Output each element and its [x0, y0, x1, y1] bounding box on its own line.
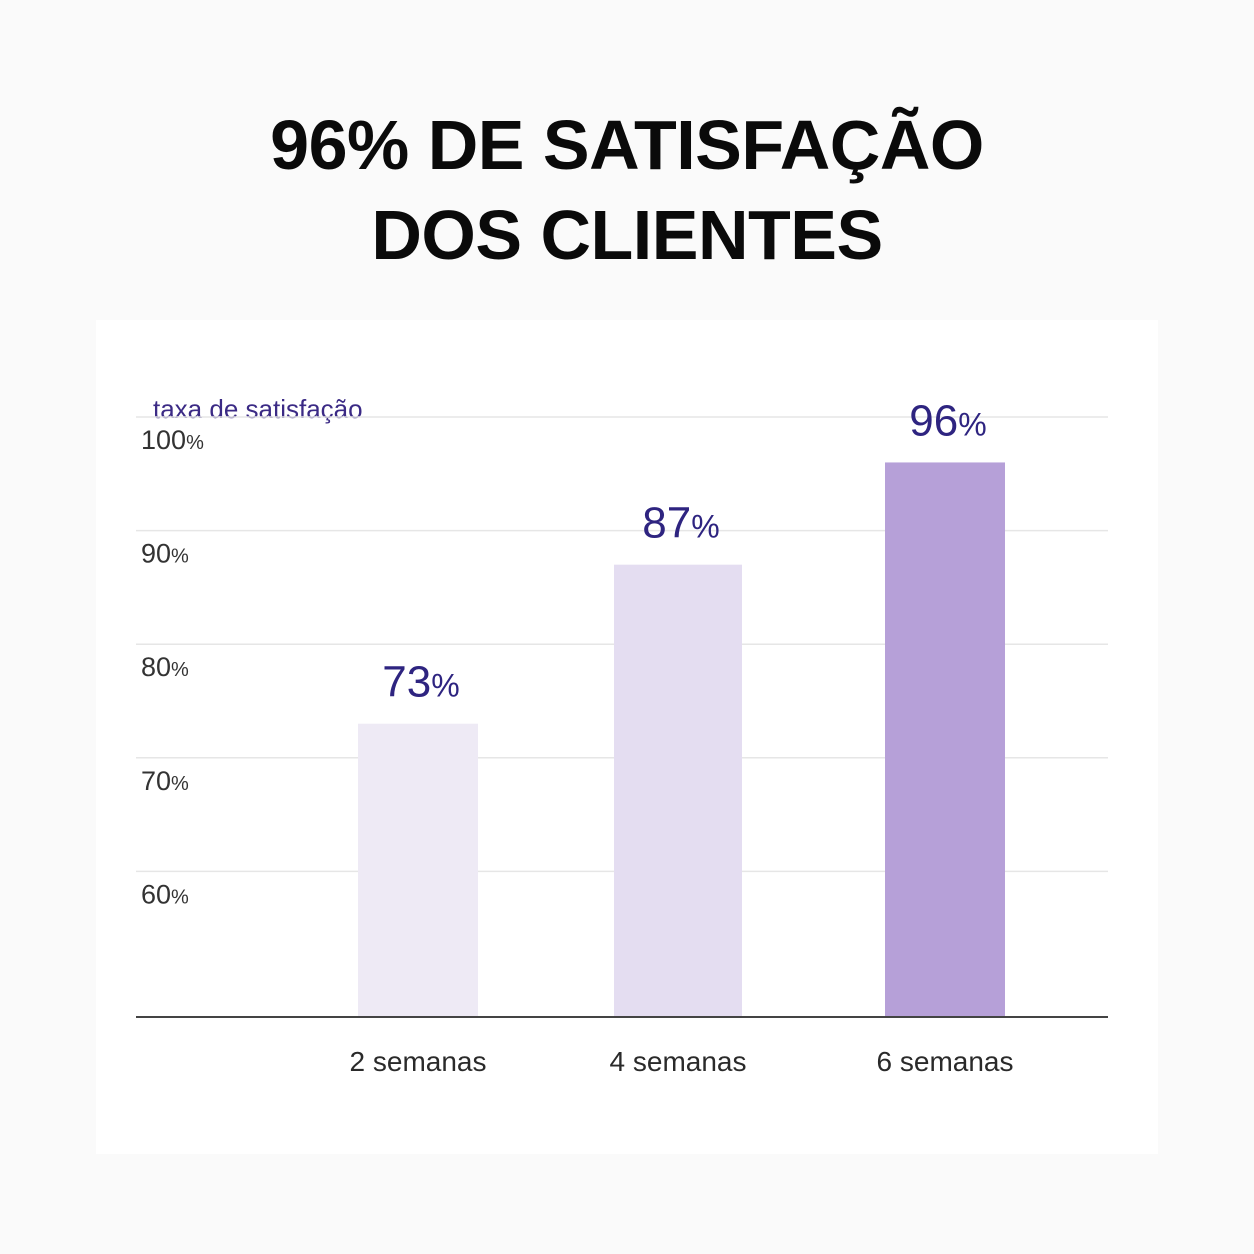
x-tick-label: 4 semanas [610, 1046, 747, 1077]
data-label: 73% [382, 658, 459, 707]
title-line-1: 96% DE SATISFAÇÃO [270, 106, 984, 184]
y-tick-label: 80% [141, 652, 189, 682]
page-title: 96% DE SATISFAÇÃO DOS CLIENTES [0, 100, 1254, 280]
data-label: 87% [642, 499, 719, 548]
data-label: 96% [909, 396, 986, 445]
value-labels: 73% 87% 96% [382, 396, 986, 706]
x-tick-label: 6 semanas [877, 1046, 1014, 1077]
y-tick-label: 100% [141, 425, 204, 455]
y-tick-labels: 60% 70% 80% 90% 100% [141, 425, 204, 909]
bar [358, 723, 478, 1017]
bar [614, 564, 742, 1017]
y-tick-label: 60% [141, 879, 189, 909]
x-tick-label: 2 semanas [350, 1046, 487, 1077]
bars [358, 462, 1005, 1017]
bar [885, 462, 1005, 1017]
x-category-labels: 2 semanas 4 semanas 6 semanas [350, 1046, 1014, 1077]
y-tick-label: 90% [141, 539, 189, 569]
title-line-2: DOS CLIENTES [371, 196, 883, 274]
y-axis-title: taxa de satisfação [153, 394, 363, 424]
y-tick-label: 70% [141, 766, 189, 796]
